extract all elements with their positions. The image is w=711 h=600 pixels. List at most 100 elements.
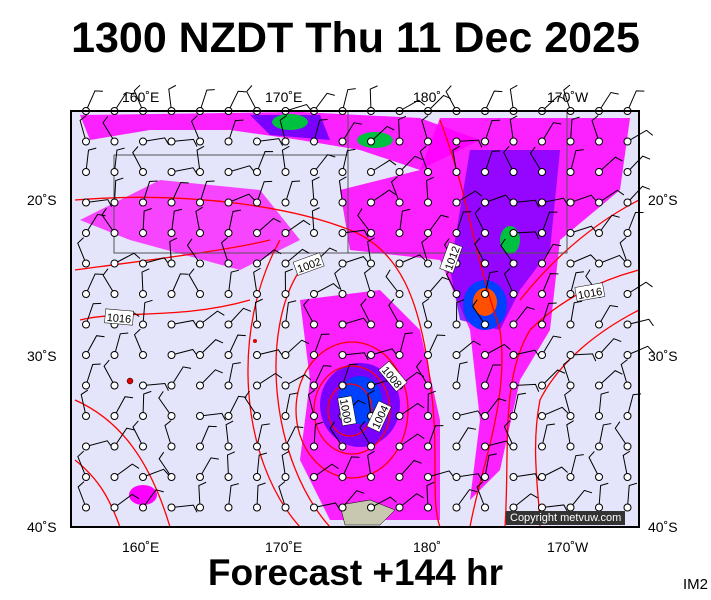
wind-barb xyxy=(246,85,258,112)
wind-barb xyxy=(598,338,622,356)
wind-barb xyxy=(564,389,572,417)
wind-barb xyxy=(627,318,654,327)
station-dot xyxy=(196,259,204,268)
wind-barb xyxy=(474,237,486,264)
station-dot xyxy=(509,473,518,481)
wind-barb xyxy=(357,208,372,234)
station-dot xyxy=(595,412,603,420)
station-dot xyxy=(167,351,176,359)
wind-barb xyxy=(445,85,457,112)
station-dot xyxy=(338,290,347,298)
wind-barb xyxy=(256,423,270,447)
wind-barb xyxy=(541,95,566,112)
station-dot xyxy=(253,442,261,451)
station-dot xyxy=(424,442,432,451)
station-dot xyxy=(538,351,546,359)
station-dot xyxy=(139,137,147,146)
station-dot xyxy=(82,473,90,481)
wind-barb xyxy=(114,147,125,173)
wind-barb xyxy=(195,206,203,234)
station-dot xyxy=(481,137,489,146)
wind-barb xyxy=(513,473,540,481)
wind-barb xyxy=(114,493,140,508)
wind-barb xyxy=(220,237,229,264)
station-dot xyxy=(82,351,90,359)
wind-barb xyxy=(427,214,449,234)
wind-barb xyxy=(598,482,609,508)
wind-barb xyxy=(158,451,172,478)
station-dot xyxy=(224,473,233,481)
station-dot xyxy=(424,168,432,176)
wind-barb xyxy=(132,146,144,173)
wind-barb xyxy=(360,298,372,325)
station-dot xyxy=(338,320,347,329)
station-dot xyxy=(310,137,318,146)
station-dot xyxy=(566,259,575,268)
wind-barb xyxy=(598,254,626,264)
station-dot xyxy=(424,198,432,207)
station-dot xyxy=(367,351,375,359)
wind-barb xyxy=(598,91,619,112)
station-dot xyxy=(139,229,147,237)
station-dot xyxy=(281,351,290,359)
wind-barb xyxy=(399,332,414,356)
wind-barb xyxy=(228,269,240,295)
wind-barb xyxy=(228,395,247,417)
station-dot xyxy=(509,503,518,512)
station-dot xyxy=(167,198,176,207)
wind-barb xyxy=(627,185,651,203)
station-dot xyxy=(452,290,461,298)
station-dot xyxy=(310,198,318,207)
wind-barb xyxy=(256,452,268,478)
wind-barb xyxy=(285,374,312,386)
wind-barb xyxy=(329,421,343,447)
wind-barb xyxy=(399,493,424,508)
wind-barb xyxy=(359,420,372,447)
station-dot xyxy=(509,320,518,329)
station-dot xyxy=(595,442,603,451)
wind-barb xyxy=(85,147,97,173)
station-dot xyxy=(452,381,461,390)
station-dot xyxy=(452,442,461,451)
station-dot xyxy=(196,503,204,512)
station-dot xyxy=(253,503,261,512)
wind-barb xyxy=(285,180,301,203)
wind-barb xyxy=(313,283,340,295)
wind-barb xyxy=(427,94,452,112)
station-dot xyxy=(595,503,603,512)
wind-barb xyxy=(421,237,429,264)
station-dot xyxy=(538,503,546,512)
station-dot xyxy=(338,351,347,359)
station-dot xyxy=(253,229,261,237)
wind-barb xyxy=(114,427,135,447)
wind-barb xyxy=(570,271,584,295)
station-dot xyxy=(167,290,176,298)
wind-barb xyxy=(622,450,631,478)
station-dot xyxy=(367,442,375,451)
wind-barb xyxy=(426,176,435,203)
wind-barb xyxy=(421,298,430,325)
rain-areas xyxy=(80,112,630,526)
isobar-label-group: 1002 1012 1016 1016 1008 1000 1004 xyxy=(104,241,606,433)
station-dot xyxy=(167,168,176,176)
map-frame xyxy=(70,110,640,528)
station-dot xyxy=(281,473,290,481)
wind-barb xyxy=(133,84,144,112)
station-dot xyxy=(623,412,632,420)
station-dot xyxy=(82,137,90,146)
station-dot xyxy=(139,351,147,359)
wind-barb xyxy=(253,267,261,295)
isobars xyxy=(74,119,640,528)
station-dot xyxy=(224,320,233,329)
station-dot xyxy=(110,229,119,237)
wind-barb xyxy=(399,99,426,112)
wind-barb xyxy=(500,238,514,264)
station-dot xyxy=(310,442,318,451)
wind-barb xyxy=(627,90,645,112)
wind-barb xyxy=(570,353,597,362)
station-dot xyxy=(310,473,318,481)
wind-barb xyxy=(307,389,316,417)
station-dot xyxy=(338,381,347,390)
station-dot xyxy=(623,473,632,481)
